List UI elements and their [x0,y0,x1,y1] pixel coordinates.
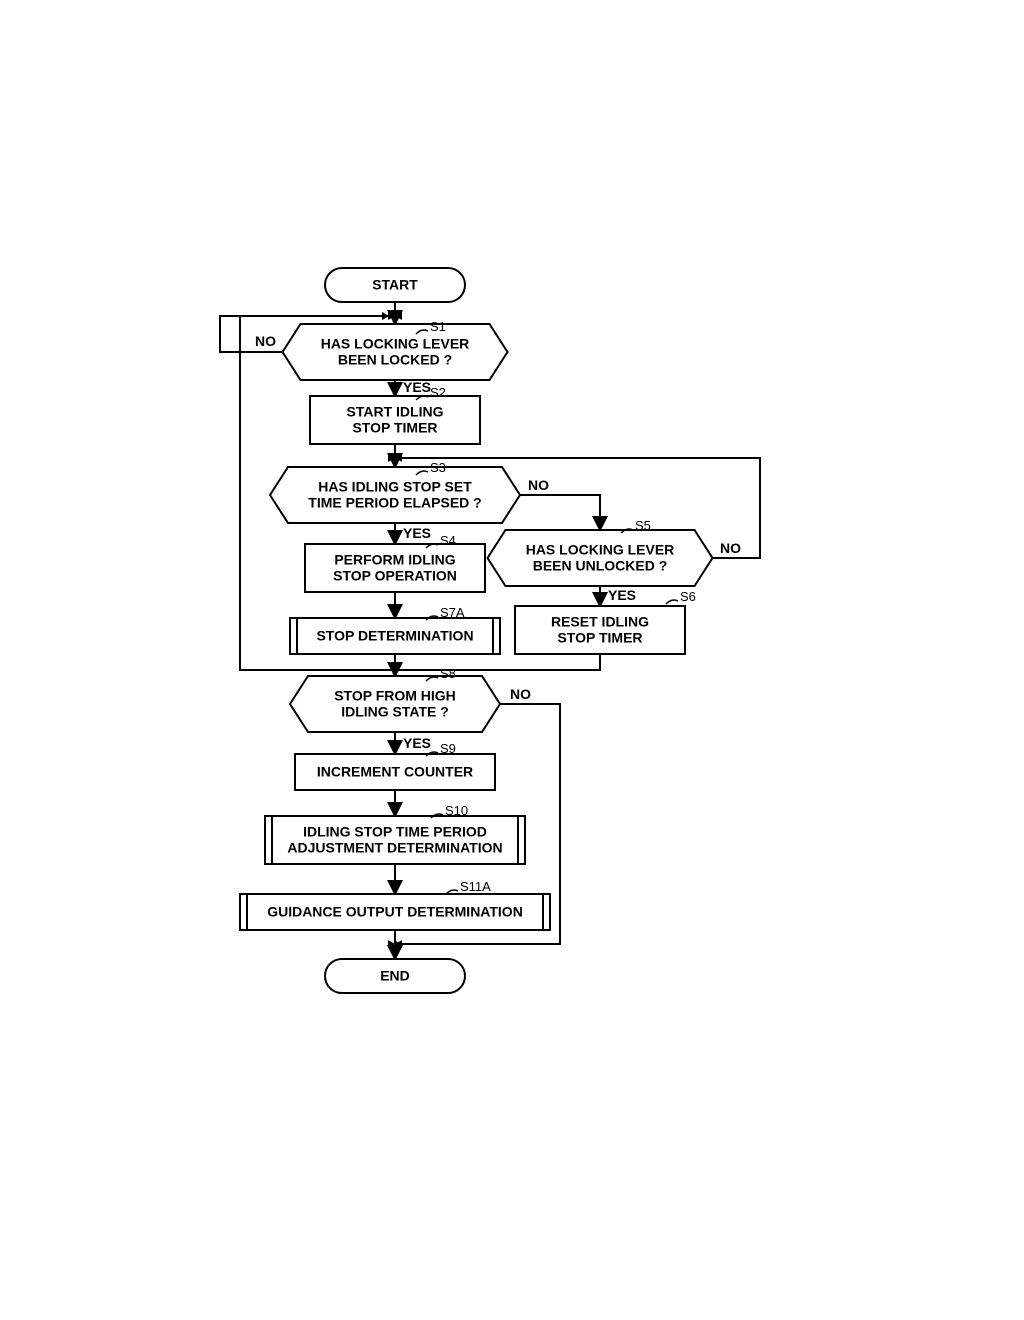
page: Patent Application Publication Jan. 22, … [0,0,1024,1320]
svg-text:HAS IDLING STOP SET: HAS IDLING STOP SET [318,479,472,495]
svg-text:S4: S4 [440,533,456,548]
flowchart-svg: YES NO YES NO YES NO YES NO START HAS LOCKING LEV… [0,0,1024,1320]
svg-text:YES: YES [403,735,431,751]
svg-text:YES: YES [608,587,636,603]
svg-text:TIME PERIOD ELAPSED ?: TIME PERIOD ELAPSED ? [308,495,481,511]
svg-text:S6: S6 [680,589,696,604]
svg-text:NO: NO [255,333,276,349]
svg-text:GUIDANCE OUTPUT DETERMINATION: GUIDANCE OUTPUT DETERMINATION [267,904,523,920]
svg-text:PERFORM IDLING: PERFORM IDLING [334,552,455,568]
svg-text:YES: YES [403,379,431,395]
svg-text:IDLING STATE ?: IDLING STATE ? [341,704,449,720]
svg-text:S8: S8 [440,666,456,681]
svg-text:HAS LOCKING LEVER: HAS LOCKING LEVER [526,542,675,558]
svg-text:INCREMENT COUNTER: INCREMENT COUNTER [317,764,473,780]
svg-text:NO: NO [510,686,531,702]
svg-text:HAS LOCKING LEVER: HAS LOCKING LEVER [321,336,470,352]
svg-text:STOP FROM HIGH: STOP FROM HIGH [334,688,456,704]
svg-text:S7A: S7A [440,605,465,620]
svg-text:BEEN UNLOCKED ?: BEEN UNLOCKED ? [533,558,668,574]
svg-text:ADJUSTMENT DETERMINATION: ADJUSTMENT DETERMINATION [287,840,502,856]
svg-text:STOP TIMER: STOP TIMER [352,420,437,436]
svg-text:S10: S10 [445,803,468,818]
svg-text:S5: S5 [635,518,651,533]
svg-text:STOP DETERMINATION: STOP DETERMINATION [316,628,473,644]
svg-text:STOP OPERATION: STOP OPERATION [333,568,457,584]
svg-text:NO: NO [528,477,549,493]
svg-text:START: START [372,277,418,293]
svg-text:S2: S2 [430,385,446,400]
svg-text:START IDLING: START IDLING [347,404,444,420]
svg-text:IDLING STOP TIME PERIOD: IDLING STOP TIME PERIOD [303,824,487,840]
svg-text:YES: YES [403,525,431,541]
svg-text:S3: S3 [430,460,446,475]
svg-text:END: END [380,968,410,984]
svg-text:NO: NO [720,540,741,556]
svg-text:RESET IDLING: RESET IDLING [551,614,649,630]
svg-text:S1: S1 [430,319,446,334]
svg-text:STOP TIMER: STOP TIMER [557,630,642,646]
svg-text:BEEN LOCKED ?: BEEN LOCKED ? [338,352,452,368]
svg-text:S11A: S11A [460,879,491,894]
svg-text:S9: S9 [440,741,456,756]
